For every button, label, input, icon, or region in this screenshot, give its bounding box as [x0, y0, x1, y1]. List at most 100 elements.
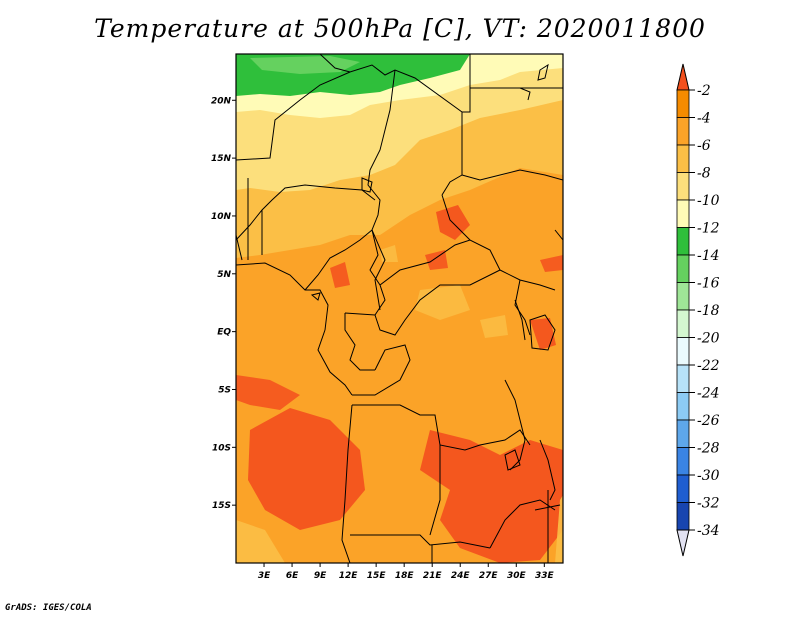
colorbar-top-arrow	[676, 63, 690, 91]
longitude-axis: 3E 6E 9E 12E 15E 18E 21E 24E 27E 30E 33E	[258, 563, 555, 581]
lat-tick-label: 10S	[212, 443, 231, 453]
colorbar-segment	[676, 227, 690, 256]
border-south-sudan	[499, 269, 556, 291]
lon-tick-label: 27E	[479, 571, 499, 581]
country-borders	[236, 54, 563, 563]
colorbar-segment	[676, 364, 690, 393]
border-sudan-ethiopia-north	[461, 169, 563, 181]
border-ghana-west	[236, 234, 243, 261]
colorbar-segment	[676, 282, 690, 311]
colorbar-segment	[676, 474, 690, 503]
lon-tick-label: 15E	[367, 571, 387, 581]
colorbar: -2 -4 -6 -8 -10 -12 -14 -16 -18 -20 -22 -24 -26 -28 -3…	[676, 63, 720, 557]
lon-tick-label: 21E	[423, 571, 443, 581]
colorbar-label: -24	[697, 386, 720, 402]
lake-malawi	[539, 439, 556, 501]
lon-tick-label: 30E	[507, 571, 527, 581]
band-minus14-to-minus16	[250, 56, 360, 74]
border-drc-angola-zambia	[352, 404, 531, 451]
grads-credit: GrADS: IGES/COLA	[5, 603, 92, 613]
colorbar-segment	[676, 117, 690, 146]
colorbar-bottom-arrow	[676, 529, 690, 557]
colorbar-label: -18	[697, 303, 720, 319]
colorbar-label: -28	[697, 441, 720, 457]
lon-tick-label: 33E	[535, 571, 555, 581]
colorbar-label: -32	[697, 496, 720, 512]
border-niger-chad	[367, 69, 396, 311]
lat-tick-label: 15S	[212, 501, 231, 511]
lat-tick-label: 15N	[211, 154, 232, 164]
colorbar-segment	[676, 502, 690, 531]
lake-nasser	[537, 63, 549, 81]
latitude-axis: 20N 15N 10N 5N EQ 5S 10S 15S	[211, 96, 236, 511]
border-chad-sudan	[441, 194, 471, 241]
border-zambia-zimbabwe	[489, 499, 556, 549]
lon-tick-label: 6E	[286, 571, 299, 581]
colorbar-label: -6	[697, 138, 711, 154]
colorbar-segment	[676, 309, 690, 338]
border-congo-drc-north	[374, 269, 501, 336]
cool-patch-namibia	[236, 520, 285, 563]
lon-tick-label: 24E	[451, 571, 471, 581]
colorbar-label: -20	[697, 331, 720, 347]
lat-tick-label: 5S	[218, 385, 231, 395]
warm-patch-zambia	[420, 430, 563, 563]
border-gabon-congo	[344, 313, 375, 371]
colorbar-label: -10	[697, 193, 720, 209]
temperature-field	[236, 54, 563, 563]
nile-valley	[519, 87, 531, 101]
warm-patch-lake-victoria	[530, 318, 556, 350]
colorbar-segment	[676, 392, 690, 421]
lake-kariba	[534, 504, 561, 511]
border-nigeria-cameroon	[304, 229, 373, 291]
colorbar-segment	[676, 144, 690, 173]
warm-patch-atlantic	[236, 375, 300, 410]
colorbar-label: -2	[697, 83, 711, 99]
warm-patch-angola	[248, 408, 365, 530]
colorbar-label: -16	[697, 276, 720, 292]
border-angola-namibia	[350, 534, 491, 549]
border-niger-nigeria	[236, 184, 376, 241]
colorbar-label: -22	[697, 358, 720, 374]
cool-patch-mozambique	[555, 495, 563, 563]
colorbar-segment	[676, 172, 690, 201]
lon-tick-label: 18E	[395, 571, 415, 581]
colorbar-label: -26	[697, 413, 720, 429]
coast-angola	[341, 404, 353, 563]
colorbar-segment	[676, 419, 690, 448]
border-car-chad-sudan	[379, 239, 501, 286]
border-angola-zambia	[429, 445, 441, 536]
chart-title: Temperature at 500hPa [C], VT: 202001180…	[94, 14, 706, 43]
colorbar-segment	[676, 199, 690, 228]
lake-chad	[361, 177, 373, 193]
warm-patch-car	[425, 250, 448, 270]
cool-patch-congo-east	[480, 315, 508, 338]
lake-victoria	[529, 314, 556, 351]
lat-tick-label: EQ	[217, 328, 231, 338]
border-egypt-sudan	[462, 87, 563, 113]
border-congo-drc-south	[352, 344, 411, 396]
lon-tick-label: 3E	[258, 571, 271, 581]
border-drc-uganda	[514, 279, 531, 336]
lake-albert	[514, 299, 526, 341]
colorbar-label: -8	[697, 166, 711, 182]
map-frame	[235, 53, 564, 564]
bioko-island	[310, 292, 321, 301]
lake-mweru	[504, 449, 521, 471]
ethiopia-border	[554, 229, 563, 241]
lon-tick-label: 9E	[314, 571, 327, 581]
warm-patch-cameroon	[330, 262, 350, 288]
warm-patch-east	[540, 255, 563, 272]
colorbar-label: -14	[697, 248, 720, 264]
lon-tick-label: 12E	[339, 571, 359, 581]
colorbar-segment	[676, 254, 690, 283]
colorbar-segment	[676, 337, 690, 366]
colorbar-segment	[676, 447, 690, 476]
lat-tick-label: 20N	[211, 96, 232, 106]
lat-tick-label: 10N	[211, 212, 232, 222]
lake-tanganyika	[504, 379, 526, 471]
colorbar-label: -4	[697, 111, 711, 127]
colorbar-label: -34	[697, 523, 720, 539]
coast-gabon-congo	[317, 329, 353, 396]
